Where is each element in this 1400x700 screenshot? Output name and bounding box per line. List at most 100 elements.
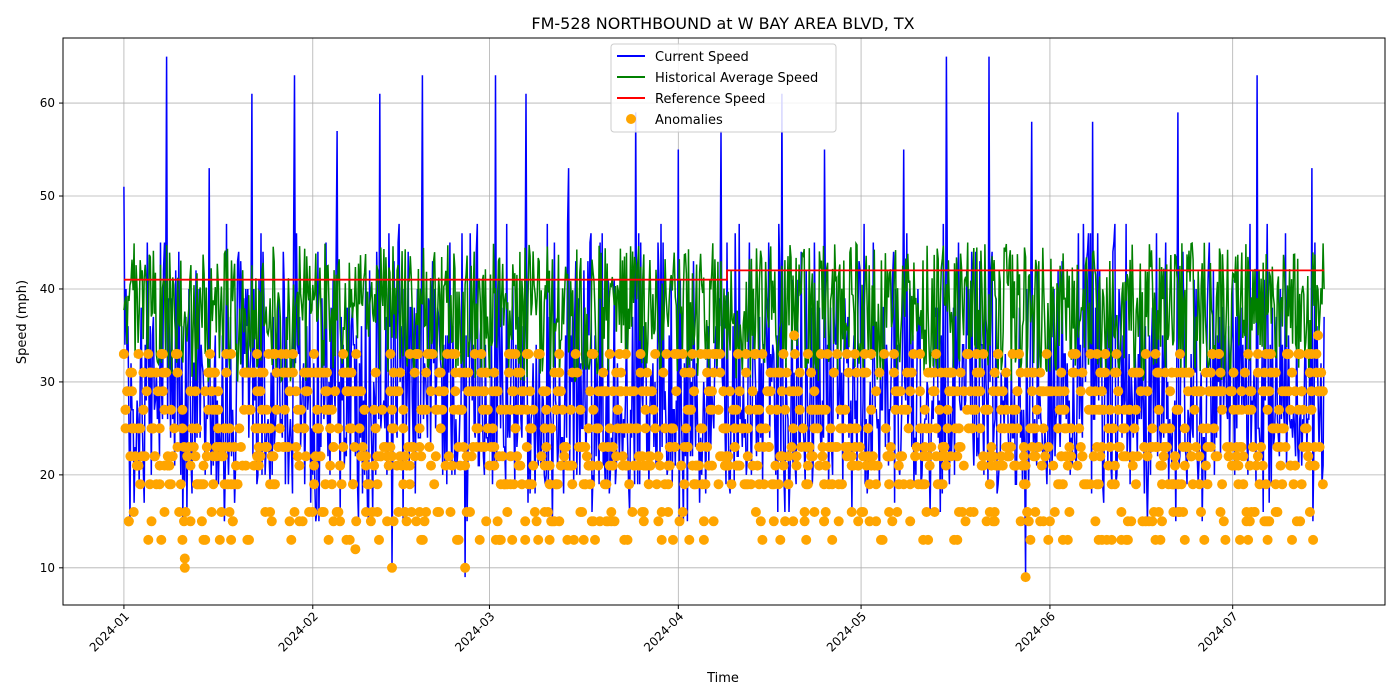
anomaly-point — [206, 507, 217, 517]
anomaly-point — [177, 534, 188, 545]
anomaly-point — [889, 367, 899, 378]
anomaly-point — [1122, 534, 1133, 545]
anomaly-point — [270, 479, 280, 490]
anomaly-point — [450, 349, 461, 359]
legend-box — [610, 43, 837, 133]
anomaly-point — [326, 404, 337, 415]
anomaly-point — [1283, 349, 1294, 359]
anomaly-point — [364, 479, 375, 490]
anomaly-point — [937, 479, 948, 490]
anomaly-point — [952, 451, 963, 462]
anomaly-point — [1057, 479, 1068, 490]
anomaly-point — [851, 423, 862, 434]
anomaly-point — [216, 507, 227, 517]
anomaly-point — [1280, 442, 1291, 452]
anomaly-point — [887, 516, 898, 527]
anomaly-point — [942, 404, 953, 415]
legend-label: Anomalies — [655, 113, 723, 128]
anomaly-point — [476, 349, 487, 359]
anomaly-point — [1018, 442, 1029, 452]
anomaly-point — [1217, 386, 1228, 397]
anomaly-point — [346, 367, 357, 378]
anomaly-point — [863, 423, 873, 434]
anomaly-point — [1215, 507, 1226, 517]
anomaly-point — [369, 460, 380, 471]
anomaly-point — [149, 451, 160, 462]
anomaly-point — [905, 516, 916, 527]
anomaly-point — [567, 479, 578, 490]
anomaly-point — [775, 534, 786, 545]
anomaly-point — [322, 367, 332, 378]
anomaly-point — [401, 516, 412, 527]
anomaly-point — [544, 534, 555, 545]
anomaly-point — [213, 404, 224, 415]
anomaly-point — [643, 479, 654, 490]
anomaly-point — [1226, 386, 1237, 397]
anomaly-point — [292, 451, 303, 462]
x-tick-label: 2024-04 — [641, 609, 686, 654]
anomaly-point — [387, 562, 397, 573]
x-tick-label: 2024-06 — [1013, 609, 1058, 654]
anomaly-point — [487, 423, 498, 434]
anomaly-point — [567, 460, 578, 471]
anomaly-point — [1077, 451, 1088, 462]
anomaly-point — [529, 507, 540, 517]
anomaly-point — [801, 534, 812, 545]
anomaly-point — [820, 507, 831, 517]
anomaly-point — [161, 367, 172, 378]
anomaly-point — [763, 442, 774, 452]
anomaly-point — [559, 451, 570, 462]
anomaly-point — [1014, 349, 1025, 359]
anomaly-point — [388, 423, 399, 434]
anomaly-point — [135, 423, 146, 434]
anomaly-point — [884, 507, 895, 517]
anomaly-point — [508, 386, 519, 397]
anomaly-point — [421, 404, 432, 415]
anomaly-point — [1301, 423, 1312, 434]
anomaly-point — [741, 367, 752, 378]
anomaly-point — [361, 460, 371, 471]
anomaly-point — [923, 451, 934, 462]
anomaly-point — [919, 404, 930, 415]
anomaly-point — [819, 516, 830, 527]
anomaly-point — [734, 386, 745, 397]
anomaly-point — [850, 349, 860, 359]
anomaly-point — [169, 423, 180, 434]
y-tick-label: 20 — [40, 468, 55, 482]
anomaly-point — [159, 507, 170, 517]
anomaly-point — [400, 451, 410, 462]
anomaly-point — [177, 423, 188, 434]
anomaly-point — [754, 404, 765, 415]
anomaly-point — [414, 423, 425, 434]
anomaly-point — [1261, 479, 1271, 490]
anomaly-point — [1252, 451, 1263, 462]
anomaly-point — [1072, 460, 1083, 471]
anomaly-point — [224, 507, 235, 517]
anomaly-point — [1274, 404, 1284, 415]
anomaly-point — [924, 460, 935, 471]
anomaly-point — [684, 534, 695, 545]
anomaly-point — [840, 404, 851, 415]
anomaly-point — [780, 404, 791, 415]
anomaly-point — [1033, 442, 1044, 452]
anomaly-point — [984, 479, 995, 490]
anomaly-point — [182, 451, 193, 462]
anomaly-point — [895, 386, 906, 397]
anomaly-point — [1030, 423, 1041, 434]
anomaly-point — [1313, 330, 1323, 341]
anomaly-point — [957, 507, 968, 517]
anomaly-point — [1108, 423, 1119, 434]
anomaly-point — [526, 479, 537, 490]
anomaly-point — [315, 451, 326, 462]
anomaly-point — [274, 423, 285, 434]
anomaly-point — [1218, 516, 1229, 527]
anomaly-point — [1064, 507, 1075, 517]
anomaly-point — [1174, 349, 1185, 359]
anomaly-point — [825, 423, 836, 434]
anomaly-point — [837, 479, 847, 490]
anomaly-point — [1196, 507, 1206, 517]
anomaly-point — [929, 507, 940, 517]
anomaly-point — [674, 516, 685, 527]
anomaly-point — [1025, 534, 1036, 545]
anomaly-point — [164, 460, 175, 471]
